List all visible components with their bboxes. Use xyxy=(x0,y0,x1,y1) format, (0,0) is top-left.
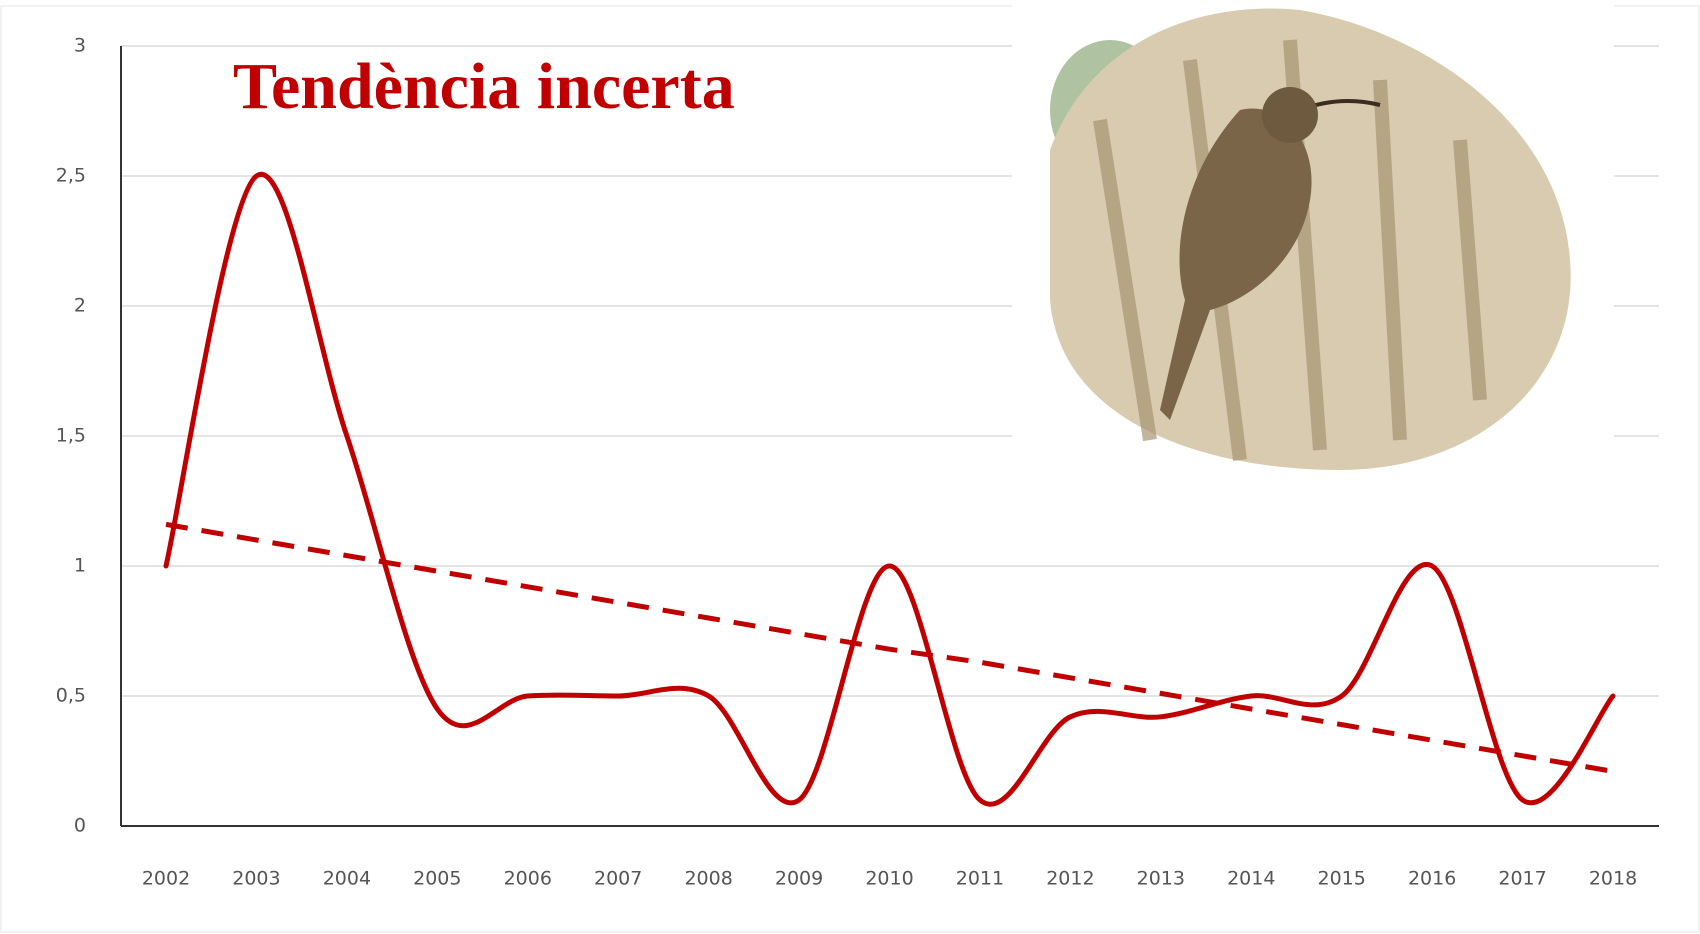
x-tick-label: 2015 xyxy=(1318,868,1366,890)
x-tick-label: 2018 xyxy=(1589,868,1637,890)
x-tick-label: 2005 xyxy=(413,868,461,890)
y-tick-label: 0 xyxy=(74,815,86,837)
x-tick-label: 2003 xyxy=(232,868,280,890)
bird-illustration xyxy=(1012,0,1614,490)
x-tick-label: 2012 xyxy=(1046,868,1094,890)
x-tick-label: 2013 xyxy=(1137,868,1185,890)
x-tick-label: 2010 xyxy=(865,868,913,890)
chart-title: Tendència incerta xyxy=(233,50,735,123)
x-tick-label: 2017 xyxy=(1498,868,1546,890)
chart: Tendència incerta 0 0,5 1 1,5 2 2,5 3 2002 2003 2… xyxy=(0,0,1700,934)
x-tick-label: 2014 xyxy=(1227,868,1275,890)
x-tick-label: 2008 xyxy=(684,868,732,890)
bird-head xyxy=(1262,87,1318,143)
x-tick-label: 2006 xyxy=(504,868,552,890)
y-tick-label: 0,5 xyxy=(56,685,86,707)
x-tick-label: 2011 xyxy=(956,868,1004,890)
y-tick-label: 1,5 xyxy=(56,425,86,447)
x-tick-label: 2007 xyxy=(594,868,642,890)
y-tick-label: 1 xyxy=(74,555,86,577)
y-tick-label: 2 xyxy=(74,295,86,317)
y-tick-label: 3 xyxy=(74,35,86,57)
x-tick-label: 2002 xyxy=(142,868,190,890)
x-tick-label: 2009 xyxy=(775,868,823,890)
y-tick-label: 2,5 xyxy=(56,165,86,187)
page: Tendència incerta 0 0,5 1 1,5 2 2,5 3 2002 2003 2… xyxy=(0,0,1700,934)
x-tick-label: 2004 xyxy=(323,868,371,890)
x-tick-label: 2016 xyxy=(1408,868,1456,890)
